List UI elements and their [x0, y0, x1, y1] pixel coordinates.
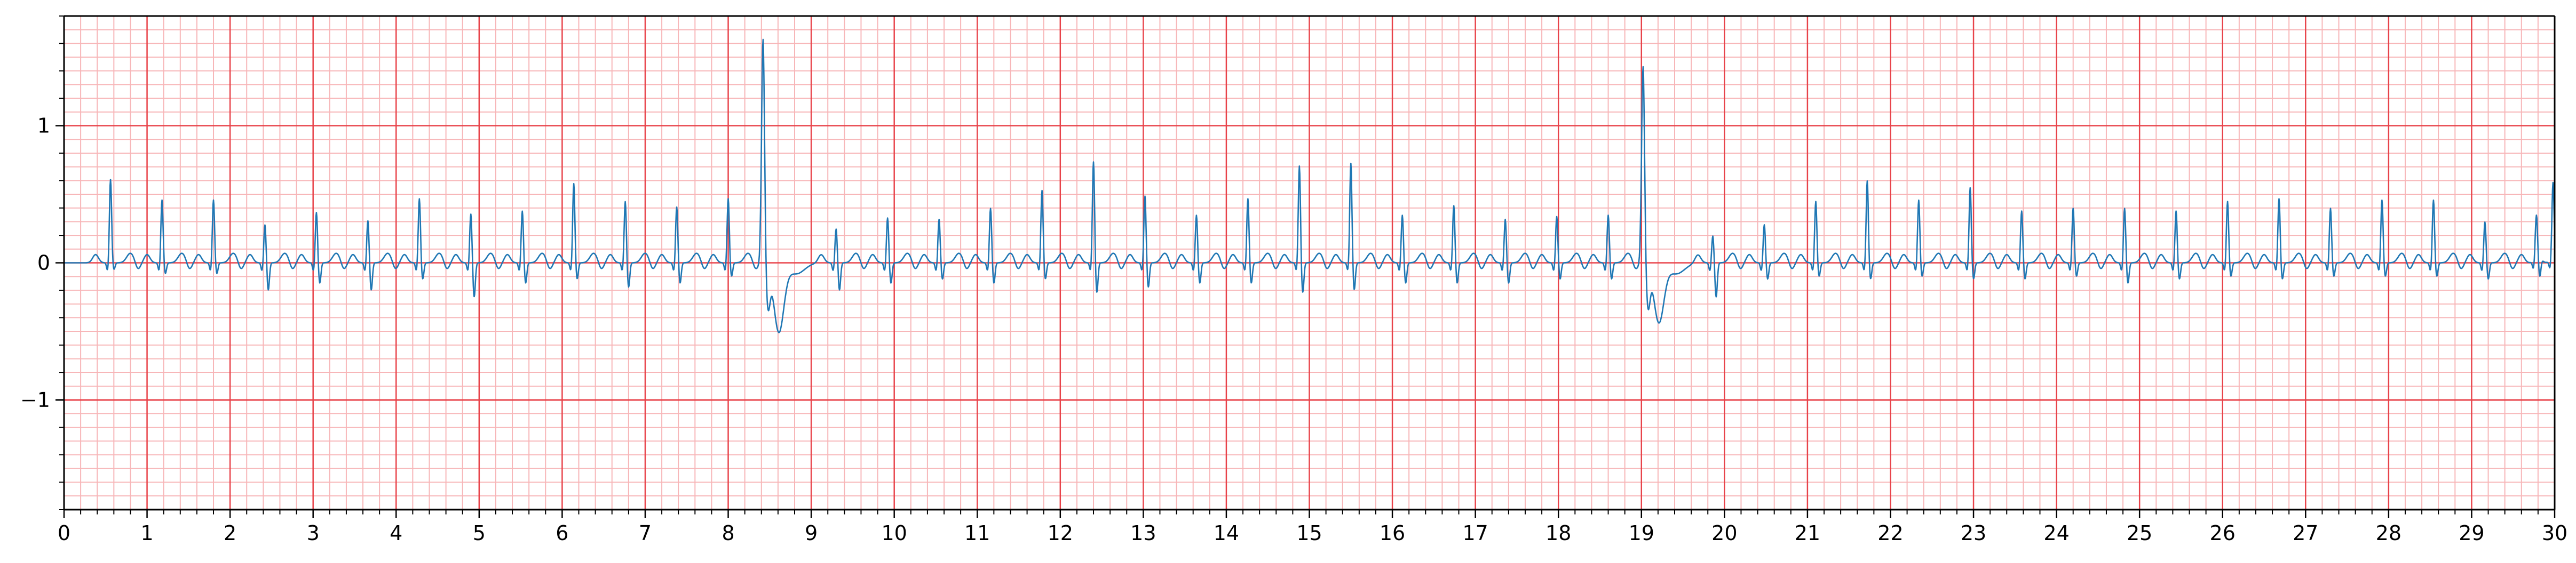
x-tick-label: 14	[1214, 521, 1239, 545]
y-tick-label: 1	[37, 114, 50, 138]
x-tick-label: 11	[964, 521, 990, 545]
x-tick-label: 1	[140, 521, 153, 545]
x-axis-ticks: 0 1 2 3 4 5 6 7 8 9 10 11 12 13 14 15 16 17 18 19 20 21 22 23 24…	[58, 510, 2567, 545]
y-tick-label: −1	[20, 388, 50, 411]
x-tick-label: 16	[1380, 521, 1405, 545]
x-tick-label: 26	[2210, 521, 2236, 545]
x-tick-label: 24	[2043, 521, 2069, 545]
x-tick-label: 30	[2542, 521, 2567, 545]
x-tick-label: 17	[1462, 521, 1488, 545]
x-tick-label: 15	[1296, 521, 1322, 545]
x-tick-label: 7	[639, 521, 652, 545]
x-tick-label: 10	[881, 521, 907, 545]
x-tick-label: 27	[2293, 521, 2318, 545]
trace-layer	[64, 38, 2556, 334]
x-tick-label: 25	[2127, 521, 2152, 545]
x-tick-label: 18	[1545, 521, 1571, 545]
x-tick-label: 12	[1048, 521, 1073, 545]
x-tick-label: 5	[473, 521, 486, 545]
x-tick-label: 19	[1629, 521, 1654, 545]
x-tick-label: 4	[390, 521, 402, 545]
x-tick-label: 9	[805, 521, 818, 545]
x-tick-label: 23	[1961, 521, 1986, 545]
x-tick-label: 6	[556, 521, 568, 545]
y-tick-label: 0	[37, 251, 50, 275]
x-tick-label: 3	[307, 521, 320, 545]
x-tick-label: 21	[1795, 521, 1820, 545]
x-tick-label: 28	[2376, 521, 2401, 545]
x-tick-label: 0	[58, 521, 70, 545]
ecg-trace-line	[64, 38, 2556, 334]
x-tick-label: 13	[1130, 521, 1156, 545]
y-axis-ticks: −1 0 1	[20, 15, 64, 510]
x-tick-label: 2	[224, 521, 236, 545]
x-tick-label: 22	[1877, 521, 1903, 545]
x-tick-label: 8	[722, 521, 734, 545]
x-tick-label: 29	[2459, 521, 2484, 545]
x-tick-label: 20	[1711, 521, 1737, 545]
